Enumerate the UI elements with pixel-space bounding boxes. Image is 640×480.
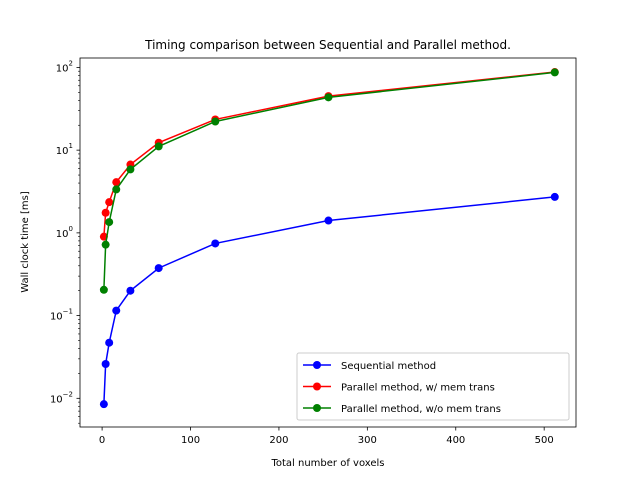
legend-swatch-marker (313, 382, 321, 391)
data-point (112, 185, 121, 194)
legend-box (296, 352, 570, 421)
y-axis-label: Wall clock time [ms] (20, 191, 31, 293)
legend-swatch-marker (313, 404, 321, 412)
plot-frame (79, 57, 577, 428)
chart-title: Timing comparison between Sequential and… (144, 38, 511, 52)
x-axis-label: Total number of voxels (270, 458, 384, 469)
x-tick-label: 0 (99, 435, 105, 446)
data-point (101, 208, 110, 217)
plot-area (99, 68, 559, 409)
data-point (101, 359, 110, 368)
x-tick-label: 500 (535, 435, 554, 446)
data-point (550, 68, 559, 77)
data-point (324, 93, 333, 102)
x-axis: 0 100 200 300 400 500 (99, 427, 554, 446)
data-point (99, 400, 108, 409)
data-point (211, 239, 220, 248)
data-point (101, 240, 110, 249)
data-point (154, 264, 163, 273)
data-point (105, 338, 114, 347)
data-point (154, 142, 163, 151)
data-point (105, 218, 114, 227)
data-point (112, 178, 121, 187)
data-point (126, 165, 135, 174)
legend-entry-label: Sequential method (341, 361, 436, 372)
x-tick-label: 300 (358, 435, 377, 446)
legend-entry-label: Parallel method, w/o mem trans (341, 404, 501, 415)
data-point (105, 198, 114, 207)
data-point (550, 192, 559, 201)
data-point (211, 117, 220, 126)
x-tick-label: 100 (181, 435, 200, 446)
legend: Sequential method Parallel method, w/ mem… (296, 352, 570, 421)
x-tick-label: 400 (446, 435, 465, 446)
data-point (126, 286, 135, 295)
data-point (99, 285, 108, 294)
legend-entry-label: Parallel method, w/ mem trans (341, 383, 495, 394)
x-tick-label: 200 (269, 435, 288, 446)
data-point (324, 216, 333, 225)
legend-swatch-marker (313, 361, 321, 369)
data-point (112, 306, 121, 315)
